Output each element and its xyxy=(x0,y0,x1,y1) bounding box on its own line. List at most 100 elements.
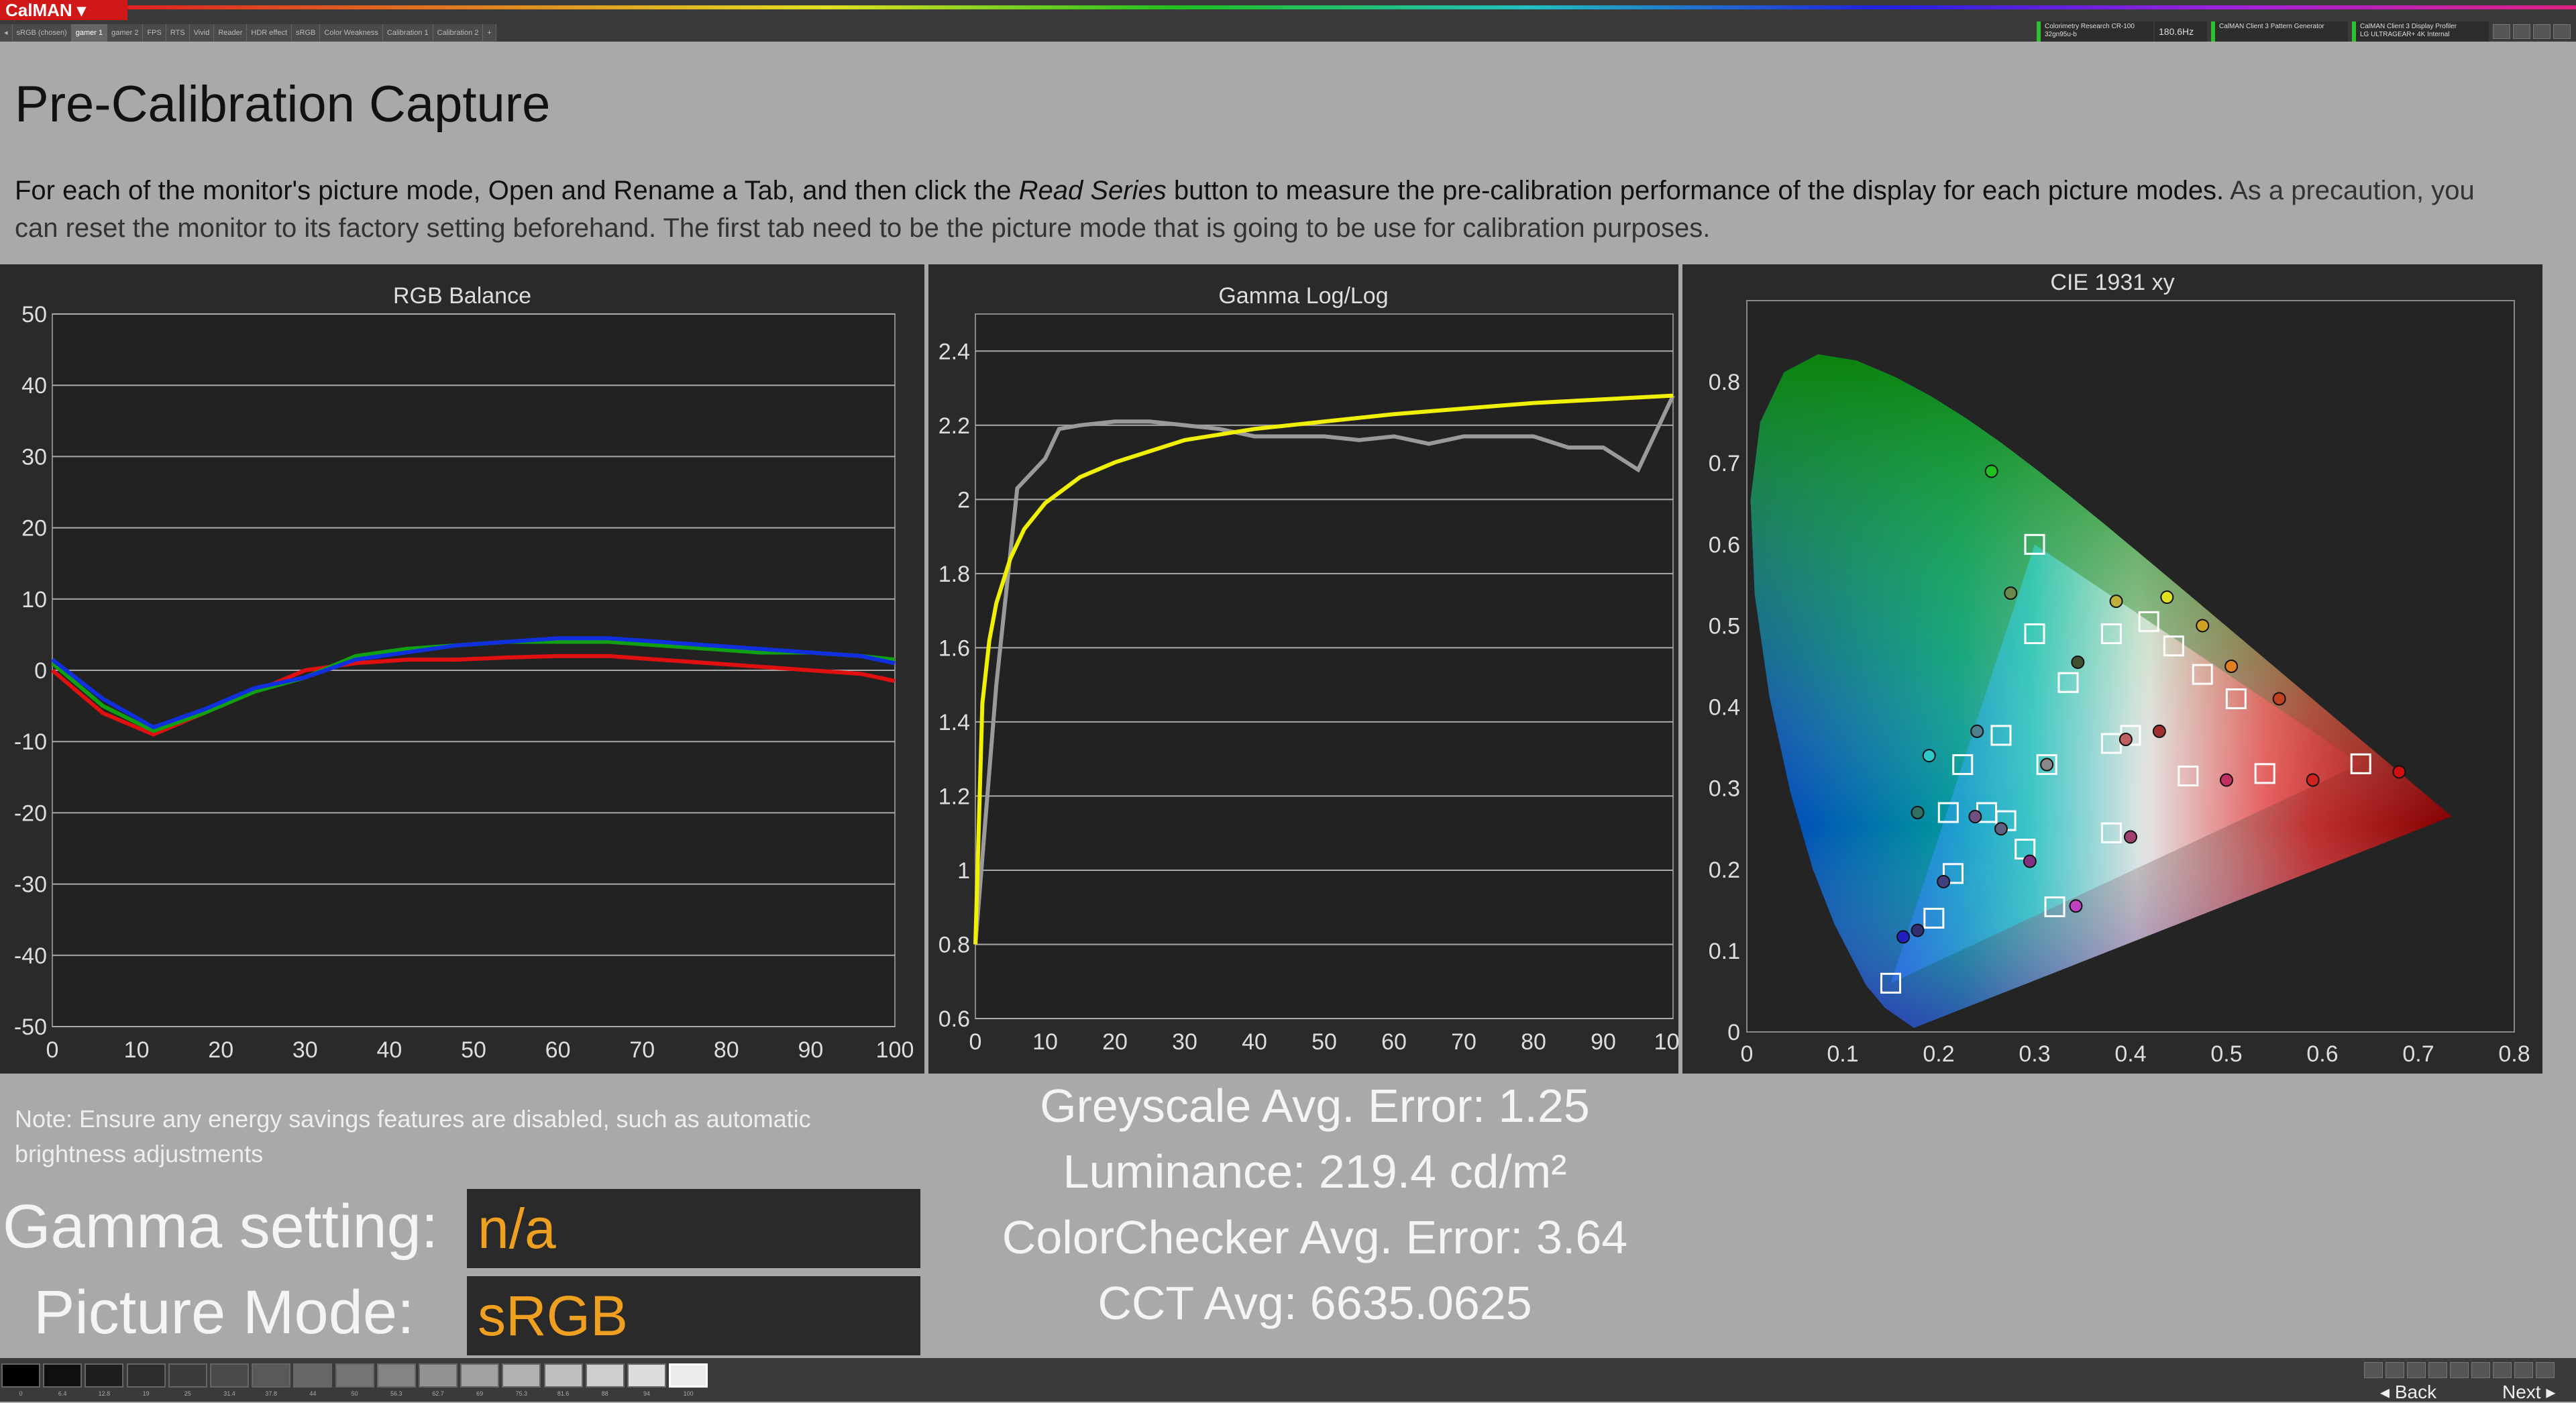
swatch-8[interactable] xyxy=(335,1363,374,1388)
next-button[interactable]: Next ▸ xyxy=(2502,1382,2556,1402)
app-name: CalMAN xyxy=(5,0,72,20)
tab-0[interactable]: sRGB (chosen) xyxy=(12,24,72,42)
tab-8[interactable]: sRGB xyxy=(292,24,321,42)
cie-target-1 xyxy=(2024,533,2045,555)
read-icon[interactable] xyxy=(2428,1362,2447,1378)
cie-point-10 xyxy=(2224,660,2239,673)
cie-point-2 xyxy=(1896,930,1911,944)
workflow-tabs: ◂ sRGB (chosen) gamer 1 gamer 2 FPS RTS Vivid… xyxy=(0,24,496,42)
swatch-9[interactable] xyxy=(376,1363,416,1388)
lock-icon[interactable] xyxy=(2450,1362,2469,1378)
cie-target-7 xyxy=(2024,623,2045,645)
page-title: Pre-Calibration Capture xyxy=(15,76,551,133)
cie-target-4 xyxy=(2044,896,2065,917)
cie-point-21 xyxy=(2023,854,2037,868)
rainbow-stripe xyxy=(127,5,2576,9)
title-bar: CalMAN ▾ ◂ sRGB (chosen) gamer 1 gamer 2 FP… xyxy=(0,0,2576,42)
tab-2[interactable]: gamer 2 xyxy=(107,24,144,42)
rgb-xtick-5: 50 xyxy=(461,1037,486,1063)
swatch-0[interactable] xyxy=(1,1363,40,1388)
settings-icon[interactable] xyxy=(2513,24,2530,39)
cie-target-10 xyxy=(2192,664,2213,685)
rgb-xtick-6: 60 xyxy=(545,1037,571,1063)
back-button[interactable]: ◂ Back xyxy=(2380,1382,2437,1402)
swatch-7[interactable] xyxy=(293,1363,333,1388)
tab-4[interactable]: RTS xyxy=(166,24,190,42)
colorchecker-error: ColorChecker Avg. Error: 3.64 xyxy=(1002,1211,1628,1263)
gamma-xtick-10: 100 xyxy=(1654,1029,1678,1055)
cie-gamut-highlight xyxy=(1890,544,2361,984)
swatch-5[interactable] xyxy=(210,1363,249,1388)
cie-point-7 xyxy=(2004,586,2018,600)
read-series-icon[interactable] xyxy=(2407,1362,2426,1378)
display-profiler-model: LG ULTRAGEAR+ 4K Internal xyxy=(2360,31,2450,38)
swatch-12[interactable] xyxy=(502,1363,541,1388)
cie-xtick-4: 0.4 xyxy=(2114,1041,2146,1067)
tab-10[interactable]: Calibration 1 xyxy=(382,24,433,42)
grid-icon[interactable] xyxy=(2514,1362,2533,1378)
swatch-1[interactable] xyxy=(43,1363,83,1388)
display-profiler-device[interactable]: CalMAN Client 3 Display Profiler LG ULTR… xyxy=(2352,21,2489,42)
cie-target-3 xyxy=(1952,754,1974,776)
tab-6[interactable]: Reader xyxy=(214,24,248,42)
gamma-series-1 xyxy=(973,395,1675,945)
cie-xtick-0: 0 xyxy=(1741,1041,1754,1067)
window-icon[interactable] xyxy=(2493,24,2510,39)
meter-device[interactable]: Colorimetry Research CR-100 32gn95u-b xyxy=(2037,21,2153,42)
tab-11[interactable]: Calibration 2 xyxy=(433,24,484,42)
swatch-label-16: 100 xyxy=(683,1390,694,1397)
swatch-3[interactable] xyxy=(126,1363,166,1388)
desc-text-2: button to measure the pre-calibration pe… xyxy=(1166,176,2231,205)
rewind-icon[interactable] xyxy=(2471,1362,2490,1378)
calman-logo[interactable]: CalMAN ▾ xyxy=(0,0,127,20)
cie-point-1 xyxy=(1984,464,1998,478)
cie-target-2 xyxy=(1880,972,1901,994)
swatch-6[interactable] xyxy=(252,1363,291,1388)
cie-target-17 xyxy=(2254,763,2275,784)
swatch-4[interactable] xyxy=(168,1363,207,1388)
fast-forward-icon[interactable] xyxy=(2493,1362,2512,1378)
picture-mode-value[interactable]: sRGB xyxy=(467,1276,920,1355)
chevron-icon[interactable] xyxy=(2536,1362,2555,1378)
tab-1[interactable]: gamer 1 xyxy=(71,24,108,42)
cie-target-8 xyxy=(2100,623,2122,645)
tab-7[interactable]: HDR effect xyxy=(247,24,292,42)
cie-point-4 xyxy=(2069,899,2083,913)
pattern-generator-device[interactable]: CalMAN Client 3 Pattern Generator xyxy=(2211,21,2348,42)
swatch-16[interactable] xyxy=(669,1363,708,1388)
next-label: Next xyxy=(2502,1382,2541,1402)
swatch-label-11: 69 xyxy=(476,1390,484,1397)
gamma-setting-value[interactable]: n/a xyxy=(467,1189,920,1268)
gamma-xtick-8: 80 xyxy=(1521,1029,1546,1055)
gamma-xtick-2: 20 xyxy=(1102,1029,1128,1055)
swatch-label-3: 19 xyxy=(142,1390,150,1397)
tab-5[interactable]: Vivid xyxy=(189,24,215,42)
picture-mode-label: Picture Mode: xyxy=(34,1278,415,1347)
cie-title: CIE 1931 xy xyxy=(2050,270,2175,295)
add-tab-button[interactable]: + xyxy=(483,24,496,42)
help-icon[interactable] xyxy=(2553,24,2571,39)
cie-ytick-8: 0.8 xyxy=(1709,370,1740,395)
cie-xtick-3: 0.3 xyxy=(2019,1041,2050,1067)
cie-xtick-1: 0.1 xyxy=(1827,1041,1858,1067)
gamma-series-0 xyxy=(973,393,1674,945)
tab-3[interactable]: FPS xyxy=(143,24,166,42)
display-profiler-name: CalMAN Client 3 Display Profiler xyxy=(2360,23,2457,30)
tab-9[interactable]: Color Weakness xyxy=(320,24,383,42)
swatch-15[interactable] xyxy=(627,1363,666,1388)
swatch-10[interactable] xyxy=(419,1363,458,1388)
stop-icon[interactable] xyxy=(2385,1362,2404,1378)
cie-point-23 xyxy=(1911,923,1925,937)
rgb-ytick-7: -20 xyxy=(14,800,47,826)
cie-target-22 xyxy=(1942,863,1964,884)
swatch-label-14: 88 xyxy=(601,1390,608,1397)
tab-menu-icon[interactable]: ◂ xyxy=(0,24,13,42)
swatch-14[interactable] xyxy=(585,1363,625,1388)
swatch-11[interactable] xyxy=(460,1363,500,1388)
capture-icon[interactable] xyxy=(2364,1362,2383,1378)
swatch-2[interactable] xyxy=(85,1363,124,1388)
info-icon[interactable] xyxy=(2533,24,2551,39)
swatch-13[interactable] xyxy=(543,1363,583,1388)
cie-ytick-6: 0.6 xyxy=(1709,532,1740,558)
